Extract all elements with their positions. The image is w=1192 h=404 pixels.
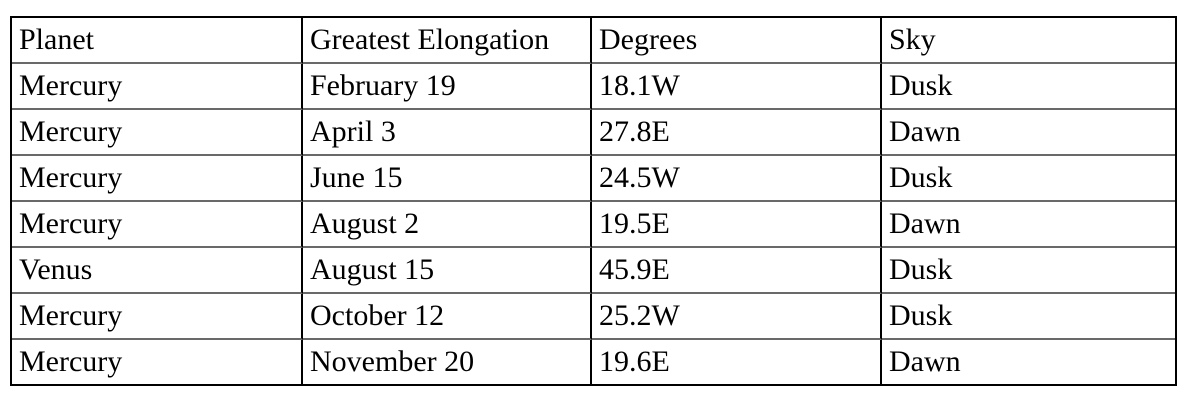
table-cell: 19.6E bbox=[592, 340, 882, 384]
table-cell: February 19 bbox=[303, 64, 592, 110]
table-cell: 25.2W bbox=[592, 294, 882, 340]
table-cell: October 12 bbox=[303, 294, 592, 340]
table-cell: 19.5E bbox=[592, 202, 882, 248]
table-row: Venus August 15 45.9E Dusk bbox=[12, 248, 1175, 294]
table-row: Mercury June 15 24.5W Dusk bbox=[12, 156, 1175, 202]
table-cell: Mercury bbox=[12, 110, 303, 156]
table-cell: 18.1W bbox=[592, 64, 882, 110]
table-cell: Mercury bbox=[12, 340, 303, 384]
table-cell: November 20 bbox=[303, 340, 592, 384]
table-cell: Mercury bbox=[12, 64, 303, 110]
header-cell: Greatest Elongation bbox=[303, 18, 592, 64]
table-cell: August 15 bbox=[303, 248, 592, 294]
table-cell: April 3 bbox=[303, 110, 592, 156]
table-cell: Mercury bbox=[12, 156, 303, 202]
table-cell: Mercury bbox=[12, 202, 303, 248]
table-body: Mercury February 19 18.1W Dusk Mercury April … bbox=[12, 64, 1175, 384]
table-cell: Dusk bbox=[882, 64, 1175, 110]
table-cell: Dusk bbox=[882, 294, 1175, 340]
table-row: Mercury November 20 19.6E Dawn bbox=[12, 340, 1175, 384]
header-cell: Degrees bbox=[592, 18, 882, 64]
table-row: Mercury October 12 25.2W Dusk bbox=[12, 294, 1175, 340]
table-cell: Dusk bbox=[882, 248, 1175, 294]
table-cell: Dawn bbox=[882, 202, 1175, 248]
table-cell: Mercury bbox=[12, 294, 303, 340]
table-cell: Dawn bbox=[889, 345, 961, 378]
header-cell: Planet bbox=[12, 18, 303, 64]
elongation-table: Planet Greatest Elongation Degrees Sky Merc… bbox=[10, 16, 1177, 386]
table-cell: 24.5W bbox=[592, 156, 882, 202]
table-row: Mercury February 19 18.1W Dusk bbox=[12, 64, 1175, 110]
table-cell: Venus bbox=[12, 248, 303, 294]
table-cell: 27.8E bbox=[592, 110, 882, 156]
table-cell: Dusk bbox=[882, 156, 1175, 202]
table-cell: June 15 bbox=[303, 156, 592, 202]
table-cell: 45.9E bbox=[592, 248, 882, 294]
table-cell: August 2 bbox=[303, 202, 592, 248]
header-cell: Sky bbox=[882, 18, 1175, 64]
table-row: Mercury August 2 19.5E Dawn bbox=[12, 202, 1175, 248]
header-row: Planet Greatest Elongation Degrees Sky bbox=[12, 18, 1175, 64]
table-row: Mercury April 3 27.8E Dawn bbox=[12, 110, 1175, 156]
table-cell: Dawn bbox=[882, 110, 1175, 156]
